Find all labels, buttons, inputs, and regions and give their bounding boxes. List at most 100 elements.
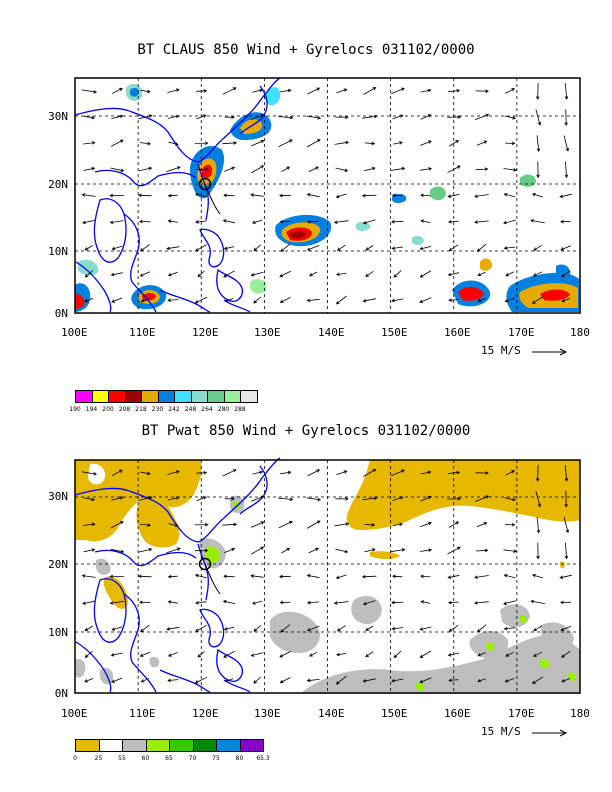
wind-vector	[561, 270, 571, 278]
wind-vector	[560, 600, 572, 605]
wind-vector	[308, 547, 319, 554]
wind-vector	[252, 600, 263, 605]
wind-vector	[333, 220, 349, 224]
wind-vector	[195, 600, 207, 605]
wind-vector	[306, 245, 320, 251]
wind-vector	[535, 464, 540, 482]
lat-label-10n: 10N	[48, 626, 68, 639]
wind-vector	[306, 678, 320, 683]
wind-vector	[166, 166, 181, 172]
panel1-colorbar: 190 194 200 208 218 230 242 248 264 280 288	[69, 390, 260, 414]
pwat-patch	[370, 551, 400, 559]
wind-vector	[167, 678, 179, 683]
wind-vector	[307, 469, 321, 477]
wind-vector	[335, 574, 347, 580]
wind-vector	[280, 470, 292, 475]
wind-vector	[532, 296, 544, 304]
wind-vector	[365, 245, 374, 251]
wind-vector	[167, 88, 180, 93]
wind-vector	[474, 113, 490, 121]
colorbar-swatch	[192, 739, 217, 752]
wind-vector	[532, 651, 543, 657]
lat-label-30n: 30N	[48, 490, 68, 503]
wind-vector	[532, 271, 543, 277]
wind-vector	[223, 626, 235, 631]
lon-label-130e: 130E	[254, 707, 281, 720]
wind-vector	[139, 141, 152, 146]
wind-vector	[194, 522, 209, 527]
wind-vector	[362, 600, 376, 606]
wind-vector	[503, 168, 518, 172]
wind-vector	[335, 675, 347, 685]
wind-vector	[81, 89, 98, 94]
wind-vector	[391, 298, 404, 303]
wind-vector	[111, 245, 123, 251]
colorbar-tick-label: 194	[85, 406, 98, 413]
wind-vector	[563, 135, 570, 152]
wind-vector	[420, 114, 432, 120]
wind-vector	[138, 547, 153, 553]
wind-vector	[532, 573, 544, 579]
wind-vector	[194, 296, 208, 304]
wind-vector	[390, 548, 406, 553]
colorbar-tick-label: 80	[235, 755, 244, 762]
wind-vector	[81, 574, 96, 578]
colorbar-tick-label: 65	[165, 755, 173, 762]
pwat-patch	[206, 546, 220, 564]
wind-vector	[420, 167, 433, 171]
wind-vector	[307, 87, 321, 95]
colorbar-tick-label: 25	[94, 755, 103, 762]
lon-label-170e: 170E	[508, 707, 535, 720]
colorbar-swatch	[75, 390, 93, 403]
wind-vector	[251, 114, 265, 120]
colorbar-swatch	[240, 390, 258, 403]
wind-vector	[195, 624, 207, 632]
wind-vector	[111, 469, 123, 476]
wind-vector	[503, 193, 516, 198]
pwat-patch	[416, 682, 425, 691]
wind-vector	[447, 272, 460, 277]
wind-vector	[223, 270, 235, 278]
wind-vector	[391, 626, 404, 631]
wind-vector	[336, 244, 346, 251]
wind-vector	[392, 496, 404, 501]
gyre-marker	[198, 177, 221, 215]
wind-vector	[252, 88, 264, 93]
wind-vector	[110, 272, 123, 277]
wind-vector	[448, 521, 460, 528]
wind-vector	[475, 548, 489, 553]
wind-vector	[196, 114, 207, 120]
wind-vector	[109, 601, 124, 605]
wind-vector	[503, 219, 517, 225]
wind-vector	[111, 114, 124, 119]
colorbar-swatch	[141, 390, 159, 403]
wind-vector	[251, 165, 265, 174]
wind-vector	[306, 625, 320, 632]
colorbar-swatch	[122, 739, 147, 752]
cloud-patch	[250, 279, 267, 294]
wind-vector	[420, 600, 431, 604]
wind-vector	[561, 298, 571, 303]
wind-vector	[504, 115, 517, 120]
wind-vector	[503, 600, 517, 606]
colorbar-swatch	[216, 739, 241, 752]
cloud-patch	[480, 258, 492, 271]
wind-vector	[532, 676, 544, 684]
wind-vector	[306, 220, 320, 224]
wind-vector	[536, 516, 541, 534]
wind-vector	[420, 574, 431, 579]
colorbar-tick-label: 200	[102, 406, 114, 413]
wind-vector	[166, 246, 180, 251]
lat-label-20n: 20N	[48, 558, 68, 571]
wind-vector	[140, 677, 150, 683]
cloud-patch	[130, 87, 140, 97]
pwat-patch	[136, 495, 180, 548]
wind-vector	[222, 219, 236, 224]
wind-vector	[194, 192, 207, 198]
wind-vector	[250, 521, 265, 528]
panel1-title: BT CLAUS 850 Wind + Gyrelocs 031102/0000	[137, 42, 475, 58]
wind-vector	[564, 490, 568, 508]
colorbar-swatch	[223, 390, 241, 403]
wind-vector	[336, 88, 348, 94]
wind-vector	[363, 469, 377, 477]
